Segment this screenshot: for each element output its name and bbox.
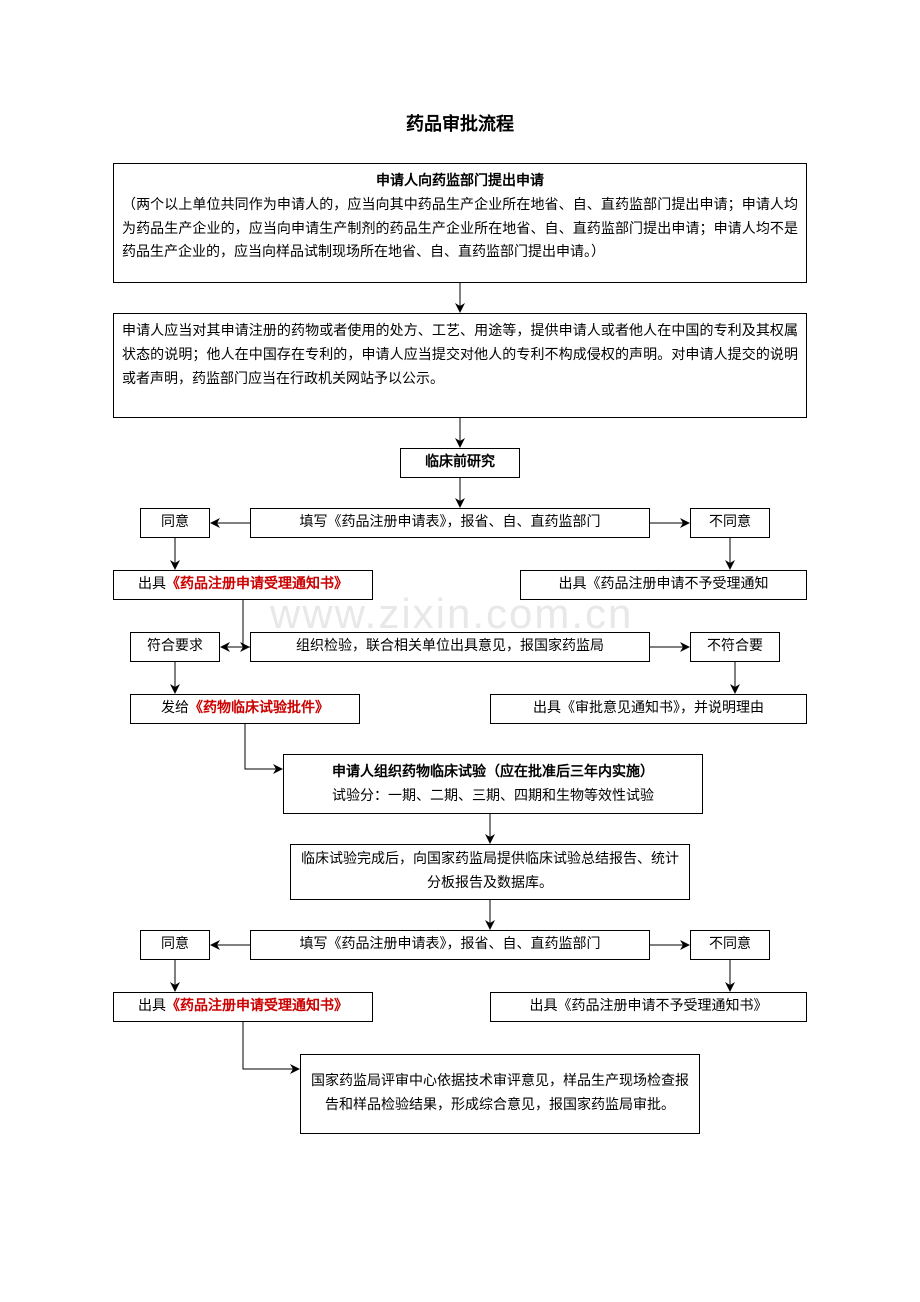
page-title: 药品审批流程 (395, 110, 525, 136)
node-accept-notice-1: 出具《药品注册申请受理通知书》 (113, 570, 373, 600)
node-clinical-approval-pre: 发给 (161, 697, 189, 721)
node-unqualified: 不符合要 (690, 632, 780, 662)
node-reject-notice-1: 出具《药品注册申请不予受理通知 (520, 570, 807, 600)
node-application-title: 申请人向药监部门提出申请 (122, 170, 798, 194)
node-application-body: （两个以上单位共同作为申请人的，应当向其中药品生产企业所在地省、自、直药监部门提… (122, 194, 798, 265)
node-reg-form-2: 填写《药品注册申请表》，报省、自、直药监部门 (250, 930, 650, 960)
node-clinical-trial: 申请人组织药物临床试验（应在批准后三年内实施） 试验分：一期、二期、三期、四期和… (283, 754, 703, 814)
node-agree-1: 同意 (140, 508, 210, 538)
node-accept-notice-2-pre: 出具 (138, 995, 166, 1019)
node-final-review: 国家药监局评审中心依据技术审评意见，样品生产现场检查报告和样品检验结果，形成综合… (300, 1054, 700, 1134)
node-accept-notice-1-red: 《药品注册申请受理通知书》 (166, 573, 348, 597)
node-application: 申请人向药监部门提出申请 （两个以上单位共同作为申请人的，应当向其中药品生产企业… (113, 163, 807, 283)
node-qualified: 符合要求 (130, 632, 220, 662)
flowchart-page: www.zixin.com.cn 药品审批流程 申请人向药监部门提出申请 （两个… (0, 0, 920, 1302)
node-inspection: 组织检验，联合相关单位出具意见，报国家药监局 (250, 632, 650, 662)
node-preclinical: 临床前研究 (400, 448, 520, 478)
node-reg-form-1: 填写《药品注册申请表》，报省、自、直药监部门 (250, 508, 650, 538)
node-trial-report: 临床试验完成后，向国家药监局提供临床试验总结报告、统计分板报告及数据库。 (290, 844, 690, 900)
node-accept-notice-2-red: 《药品注册申请受理通知书》 (166, 995, 348, 1019)
node-agree-2: 同意 (140, 930, 210, 960)
node-patent-statement: 申请人应当对其申请注册的药物或者使用的处方、工艺、用途等，提供申请人或者他人在中… (113, 313, 807, 418)
node-clinical-trial-title: 申请人组织药物临床试验（应在批准后三年内实施） (292, 761, 694, 785)
node-reject-notice-2: 出具《药品注册申请不予受理通知书》 (490, 992, 807, 1022)
node-disagree-2: 不同意 (690, 930, 770, 960)
node-accept-notice-1-pre: 出具 (138, 573, 166, 597)
node-disagree-1: 不同意 (690, 508, 770, 538)
node-clinical-trial-body: 试验分：一期、二期、三期、四期和生物等效性试验 (292, 785, 694, 809)
node-clinical-approval-red: 《药物临床试验批件》 (189, 697, 329, 721)
node-clinical-approval: 发给《药物临床试验批件》 (130, 694, 360, 724)
node-review-notice: 出具《审批意见通知书》，并说明理由 (490, 694, 807, 724)
node-accept-notice-2: 出具《药品注册申请受理通知书》 (113, 992, 373, 1022)
